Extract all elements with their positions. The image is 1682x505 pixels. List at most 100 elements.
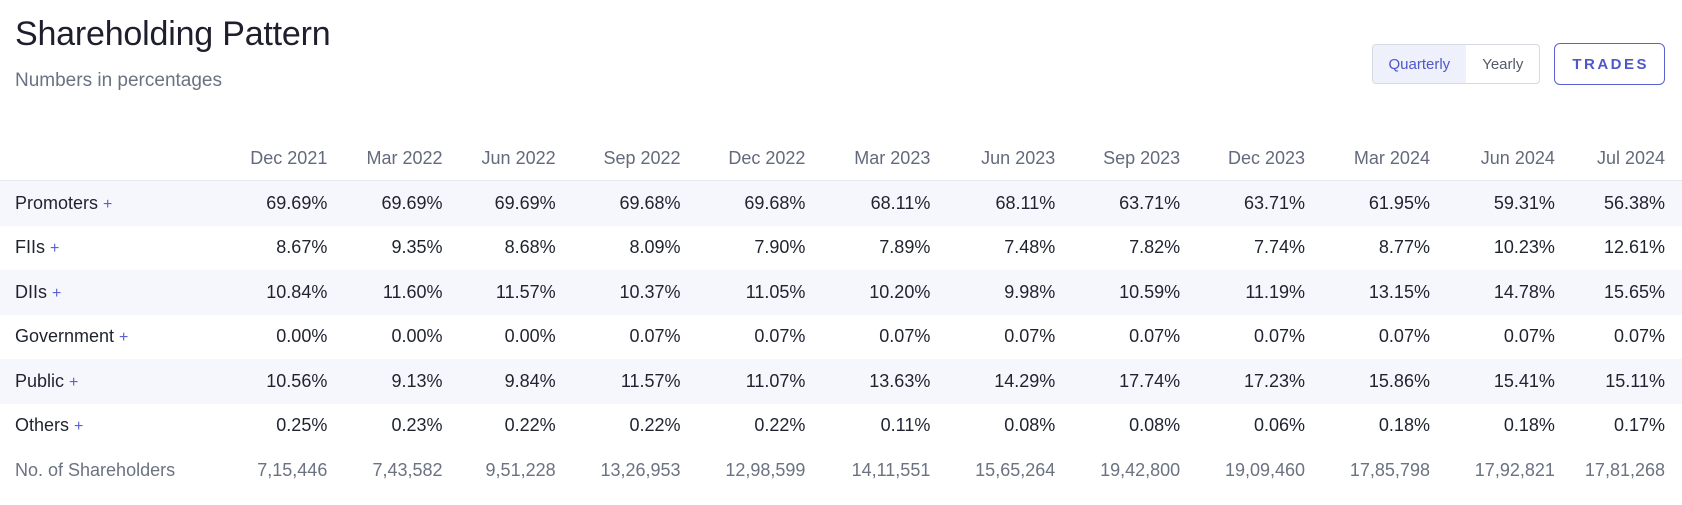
table-row: Government + 0.00% 0.00% 0.00% 0.07% 0.07% 0.07… <box>0 315 1682 360</box>
table-cell: 7.74% <box>1254 237 1306 258</box>
shareholders-label: No. of Shareholders <box>15 459 176 480</box>
row-label: Promoters <box>15 192 99 213</box>
table-cell: 0.07% <box>1129 326 1181 347</box>
shareholders-cell: 17,92,821 <box>1474 459 1555 480</box>
table-cell: 0.07% <box>1503 326 1555 347</box>
trades-button[interactable]: TRADES <box>1554 43 1665 85</box>
table-cell: 0.18% <box>1503 415 1555 436</box>
column-header: Dec 2022 <box>680 137 806 181</box>
table-row: FIIs +8.67% 9.35% 8.68% 8.09% 7.90% 7.89% 7.48%… <box>0 226 1682 271</box>
column-header-label <box>0 137 206 181</box>
table-cell: 11.07% <box>680 359 806 404</box>
column-header: Mar 2023 <box>805 137 931 181</box>
table-cell: 0.22% <box>504 415 556 436</box>
table-cell: 0.08% <box>1129 415 1181 436</box>
row-label-cell[interactable]: Government + <box>0 315 206 360</box>
row-label-cell[interactable]: DIIs + <box>0 270 206 315</box>
shareholders-cell: 12,98,599 <box>725 459 806 480</box>
row-label: DIIs <box>15 281 48 302</box>
table-cell: 0.00% <box>276 326 328 347</box>
table-cell: 63.71% <box>1180 180 1306 226</box>
table-cell: 0.08% <box>1004 415 1056 436</box>
table-cell: 12.61% <box>1603 237 1665 258</box>
table-cell: 7.89% <box>879 237 931 258</box>
column-header: Mar 2024 <box>1305 137 1430 181</box>
shareholders-cell: 19,09,460 <box>1224 459 1306 480</box>
table-cell: 0.11% <box>880 415 931 436</box>
table-cell: 9.13% <box>327 359 443 404</box>
shareholders-cell: 15,65,264 <box>975 459 1056 480</box>
table-cell: 69.68% <box>680 180 806 226</box>
quarterly-toggle-button[interactable]: Quarterly <box>1372 45 1467 83</box>
page-title: Shareholding Pattern <box>15 15 331 53</box>
row-label-cell[interactable]: Promoters + <box>0 180 206 226</box>
row-label: Others <box>15 415 70 436</box>
column-header: Dec 2021 <box>205 137 328 181</box>
column-header: Jun 2024 <box>1429 137 1555 181</box>
table-cell: 0.18% <box>1378 415 1430 436</box>
table-cell: 0.07% <box>754 326 806 347</box>
table-cell: 15.11% <box>1554 359 1682 404</box>
table-header-row: Dec 2021 Mar 2022 Jun 2022 Sep 2022 Dec 2022… <box>0 137 1682 181</box>
row-label: Public <box>15 370 65 391</box>
table-cell: 11.05% <box>680 270 806 315</box>
shareholders-cell: 9,51,228 <box>485 459 556 480</box>
table-cell: 0.07% <box>879 326 931 347</box>
table-cell: 0.07% <box>1613 326 1665 347</box>
shareholders-cell: 17,85,798 <box>1349 459 1430 480</box>
table-cell: 15.65% <box>1554 270 1682 315</box>
expand-plus-icon[interactable]: + <box>52 284 62 302</box>
table-cell: 11.19% <box>1180 270 1306 315</box>
table-cell: 0.07% <box>1254 326 1306 347</box>
table-cell: 9.35% <box>391 237 443 258</box>
expand-plus-icon[interactable]: + <box>119 329 129 347</box>
table-row: Others +0.25% 0.23% 0.22% 0.22% 0.22% 0.11% 0.0… <box>0 404 1682 449</box>
table-cell: 0.22% <box>629 415 681 436</box>
column-header: Dec 2023 <box>1180 137 1306 181</box>
column-header: Jun 2022 <box>442 137 556 181</box>
table-cell: 0.25% <box>276 415 328 436</box>
table-cell: 8.67% <box>276 237 328 258</box>
table-cell: 0.23% <box>391 415 443 436</box>
expand-plus-icon[interactable]: + <box>69 373 79 391</box>
table-cell: 10.23% <box>1493 237 1555 258</box>
table-cell: 69.68% <box>555 180 681 226</box>
expand-plus-icon[interactable]: + <box>74 418 84 436</box>
column-header: Sep 2023 <box>1055 137 1181 181</box>
table-cell: 0.00% <box>504 326 556 347</box>
table-cell: 0.17% <box>1613 415 1665 436</box>
yearly-toggle-button[interactable]: Yearly <box>1482 55 1524 73</box>
shareholders-cell: 19,42,800 <box>1100 459 1181 480</box>
table-cell: 69.69% <box>442 180 556 226</box>
page-header: Shareholding Pattern Numbers in percenta… <box>15 12 331 92</box>
column-header: Sep 2022 <box>555 137 681 181</box>
table-cell: 69.69% <box>205 180 328 226</box>
row-label-cell[interactable]: FIIs + <box>0 226 206 271</box>
table-cell: 8.68% <box>504 237 556 258</box>
shareholders-cell: 7,15,446 <box>257 459 328 480</box>
table-cell: 68.11% <box>805 180 931 226</box>
table-cell: 15.86% <box>1305 359 1430 404</box>
shareholders-cell: 17,81,268 <box>1584 459 1665 480</box>
row-label-cell[interactable]: Public + <box>0 359 206 404</box>
shareholders-cell: 7,43,582 <box>372 459 443 480</box>
table-cell: 7.90% <box>754 237 806 258</box>
table-cell: 14.78% <box>1429 270 1555 315</box>
view-controls: Quarterly Yearly TRADES <box>1371 43 1665 85</box>
expand-plus-icon[interactable]: + <box>50 240 60 258</box>
table-cell: 59.31% <box>1429 180 1555 226</box>
table-cell: 7.82% <box>1129 237 1181 258</box>
expand-plus-icon[interactable]: + <box>103 195 113 213</box>
table-cell: 10.56% <box>205 359 328 404</box>
table-cell: 0.00% <box>391 326 443 347</box>
table-cell: 10.20% <box>805 270 931 315</box>
table-cell: 11.57% <box>442 270 556 315</box>
row-label-cell[interactable]: Others + <box>0 404 206 449</box>
table-cell: 17.23% <box>1180 359 1306 404</box>
period-toggle: Quarterly Yearly <box>1371 44 1541 84</box>
column-header: Jun 2023 <box>930 137 1056 181</box>
table-cell: 0.06% <box>1254 415 1306 436</box>
shareholding-table: Dec 2021 Mar 2022 Jun 2022 Sep 2022 Dec 2022… <box>0 137 1682 493</box>
column-header: Jul 2024 <box>1554 137 1682 181</box>
table-cell: 9.84% <box>442 359 556 404</box>
